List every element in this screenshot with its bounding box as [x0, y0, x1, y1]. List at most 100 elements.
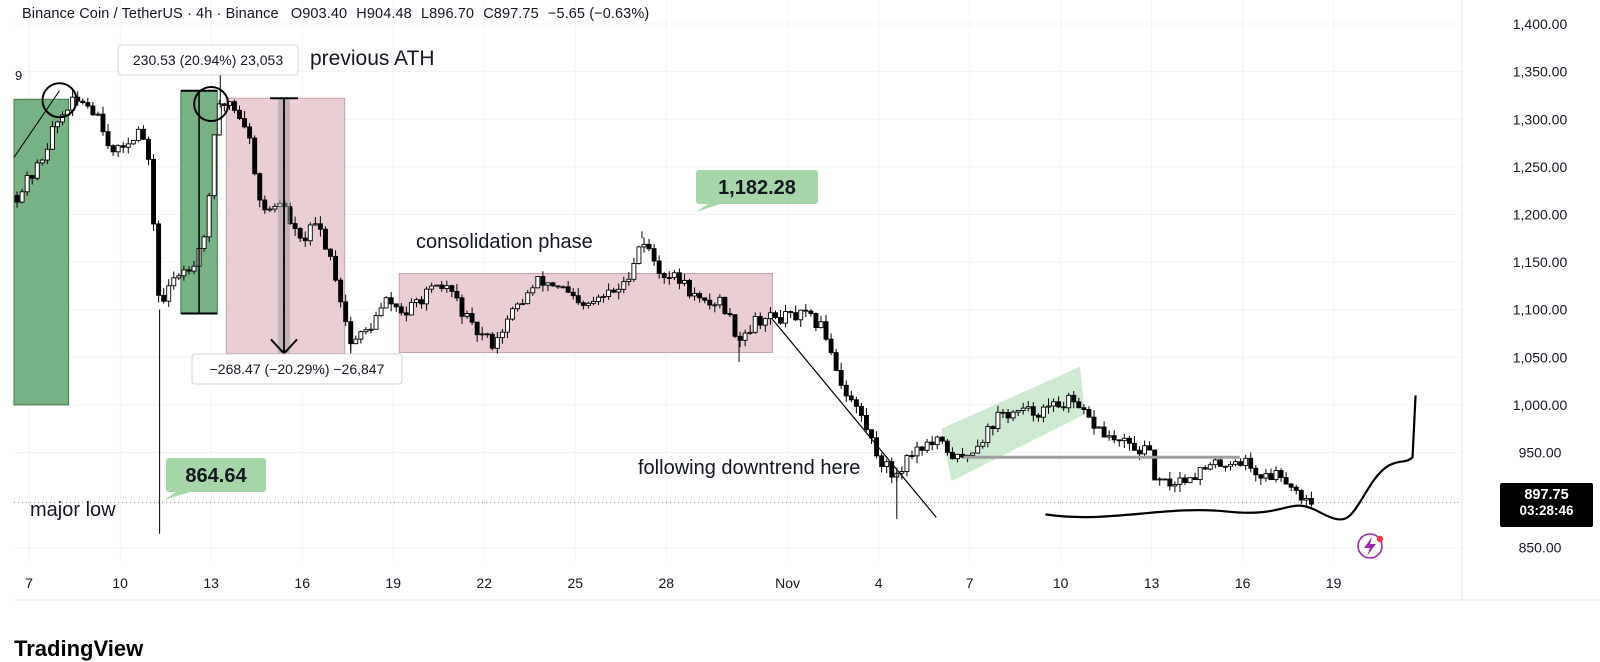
y-tick-label: 1,050.00	[1513, 349, 1568, 365]
candle-down	[1081, 407, 1087, 410]
candle-down	[1101, 426, 1107, 438]
candle-up	[641, 243, 647, 248]
candle-down	[474, 321, 480, 336]
candle-down	[140, 128, 146, 140]
candle-down	[611, 289, 617, 293]
candle-up	[39, 159, 45, 164]
candle-up	[408, 302, 414, 316]
candle-down	[237, 109, 242, 120]
symbol-sep: ·	[186, 6, 197, 22]
candle-up	[378, 307, 384, 317]
candle-up	[505, 318, 510, 333]
y-tick-label: 950.00	[1519, 445, 1562, 461]
candle-down	[231, 101, 237, 111]
candle-down	[348, 321, 354, 345]
candle-down	[1217, 459, 1223, 467]
candle-down	[666, 277, 672, 280]
candle-up	[601, 296, 606, 298]
x-tick-label: 22	[476, 575, 492, 591]
candle-up	[712, 304, 718, 307]
candle-up	[742, 332, 748, 341]
candle-down	[646, 243, 652, 250]
x-tick-label: 10	[112, 575, 128, 591]
candle-down	[262, 199, 268, 211]
candle-up	[95, 113, 101, 116]
candle-up	[130, 140, 136, 145]
candle-down	[484, 333, 490, 336]
candle-up	[34, 162, 40, 179]
candle-up	[914, 446, 920, 457]
candle-up	[176, 275, 182, 279]
x-tick-label: 7	[966, 575, 974, 591]
y-axis[interactable]: 1,400.00 1,350.00 1,300.00 1,250.00 1,200.00…	[1513, 16, 1568, 556]
candle-up	[798, 309, 804, 321]
candle-down	[823, 321, 829, 340]
candle-down	[960, 453, 965, 458]
candle-up	[818, 321, 824, 329]
candle-up	[1172, 483, 1178, 487]
candle-down	[469, 313, 475, 323]
candle-down	[778, 317, 783, 324]
candle-down	[1091, 416, 1097, 429]
last-price-tag: 897.75 03:28:46	[1500, 483, 1593, 527]
candle-up	[1207, 464, 1213, 470]
uptrend-channel-zone	[941, 366, 1085, 482]
candle-down	[838, 369, 844, 386]
candle-down	[909, 455, 915, 458]
candle-down	[1308, 498, 1314, 505]
pink-box-zone	[398, 273, 773, 354]
downtrend-label: following downtrend here	[638, 457, 860, 479]
candle-up	[585, 302, 591, 306]
candle-down	[120, 145, 126, 148]
y-tick-label: 1,300.00	[1513, 111, 1568, 127]
candle-up	[752, 316, 758, 333]
candle-up	[429, 285, 435, 290]
candle-up	[1303, 498, 1309, 501]
candle-down	[439, 284, 445, 289]
candle-up	[626, 278, 632, 282]
candlestick-chart[interactable]: 230.53 (20.94%) 23,053 −268.47 (−20.29%) …	[0, 0, 1600, 610]
candle-up	[191, 265, 197, 272]
candle-down	[333, 255, 339, 281]
candle-up	[884, 461, 890, 468]
x-tick-label: 10	[1053, 575, 1069, 591]
x-tick-label: 13	[203, 575, 219, 591]
candle-up	[414, 299, 419, 304]
candle-up	[636, 246, 642, 264]
x-tick-label: 28	[658, 575, 674, 591]
candle-down	[338, 279, 344, 303]
candle-up	[55, 121, 60, 128]
candle-down	[828, 338, 834, 354]
x-tick-label: 19	[385, 575, 401, 591]
candle-up	[1106, 435, 1112, 438]
label-pointer	[164, 492, 190, 500]
candle-up	[125, 143, 131, 148]
symbol-header[interactable]: Binance Coin / TetherUS · 4h · Binance O…	[22, 6, 649, 22]
x-tick-label: 4	[875, 575, 883, 591]
x-axis[interactable]: 7 10 13 16 19 22 25 28 Nov 4 7 10 13 16 19	[25, 575, 1341, 591]
candle-up	[985, 426, 991, 443]
projection-curve	[1045, 395, 1417, 521]
candle-up	[767, 312, 773, 320]
candle-down	[727, 313, 733, 316]
candle-down	[1111, 435, 1117, 441]
chart-frame[interactable]: 230.53 (20.94%) 23,053 −268.47 (−20.29%) …	[0, 0, 1600, 610]
candle-down	[146, 138, 151, 160]
candle-down	[1167, 478, 1173, 487]
symbol-pair: Binance Coin / TetherUS	[22, 6, 183, 22]
candle-down	[85, 102, 91, 107]
candle-down	[803, 309, 809, 312]
candle-up	[1040, 406, 1046, 418]
candle-up	[924, 441, 930, 451]
high-circle-marker	[193, 86, 230, 123]
candle-up	[272, 205, 278, 210]
candle-down	[990, 426, 996, 429]
candle-up	[1212, 459, 1218, 466]
candle-up	[353, 338, 359, 345]
candle-down	[29, 175, 35, 179]
candle-up	[1142, 445, 1148, 455]
ohlc-change: −5.65 (−0.63%)	[547, 6, 650, 22]
trend-line-left	[13, 90, 60, 158]
candle-up	[135, 128, 141, 141]
candle-up	[363, 329, 369, 333]
